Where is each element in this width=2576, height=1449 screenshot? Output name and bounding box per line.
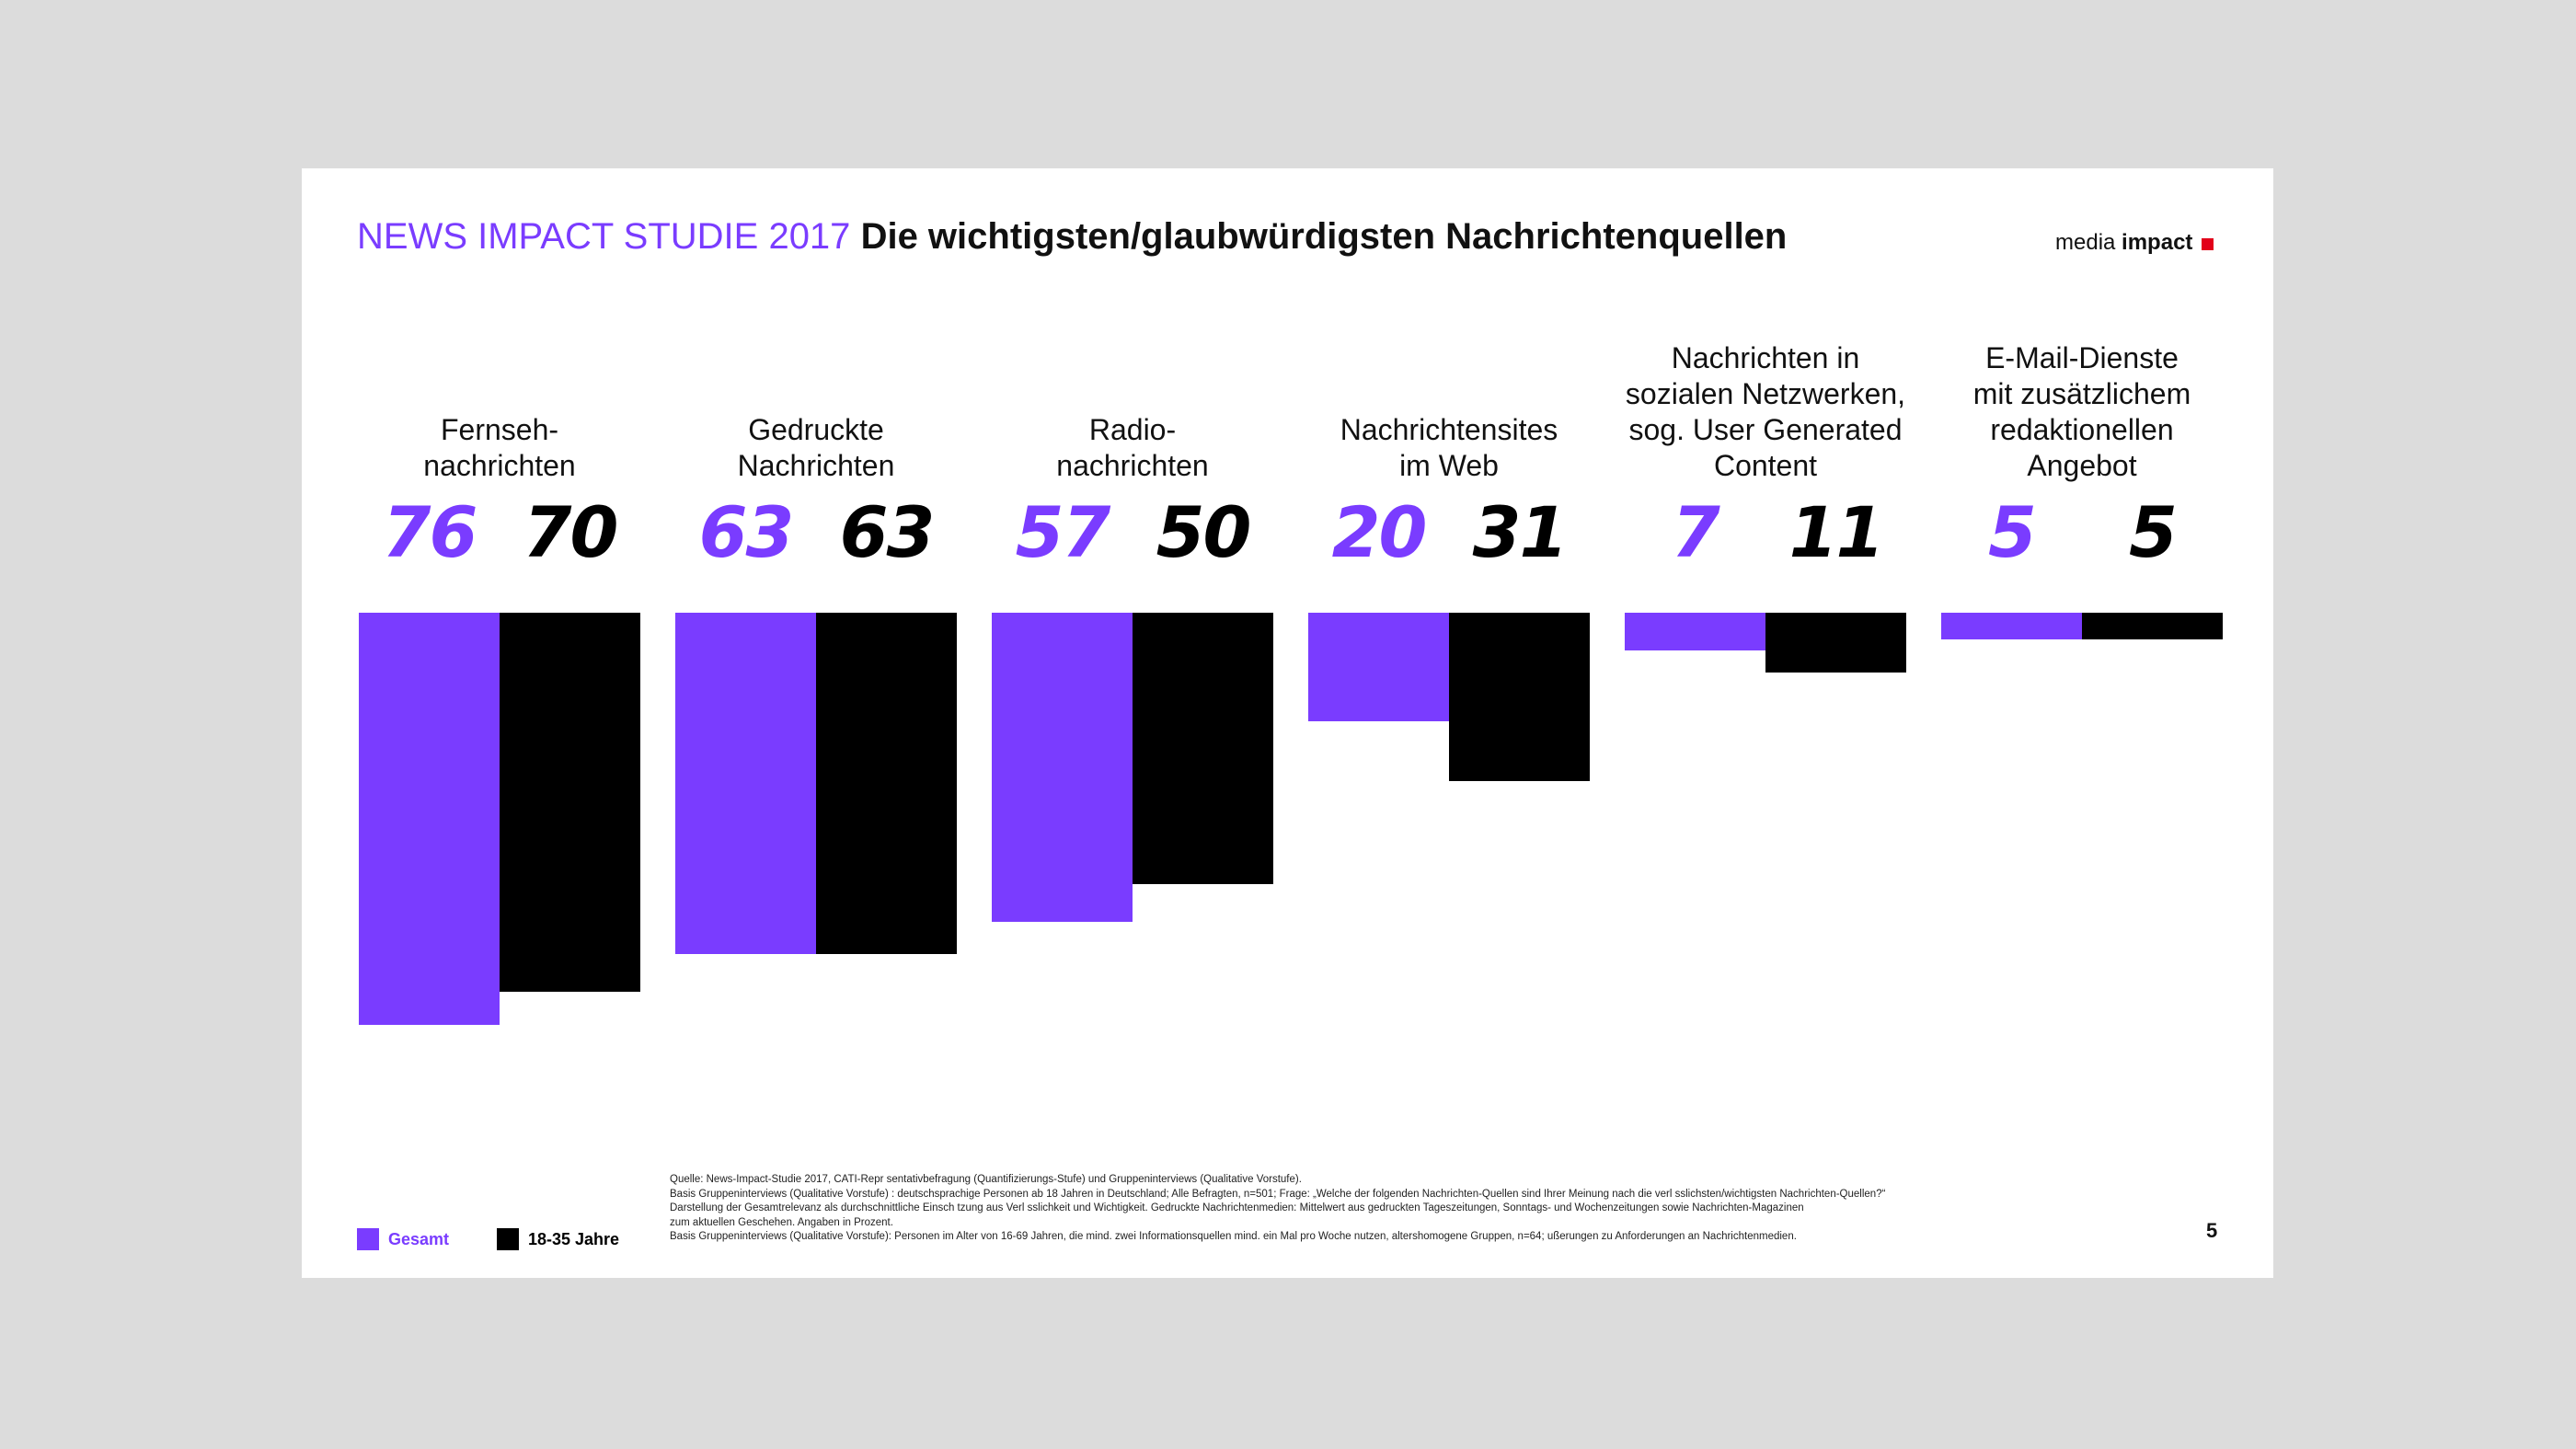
category-label: Nachrichtensites im Web — [1293, 412, 1605, 484]
value-label-young: 50 — [1156, 491, 1252, 573]
bar-young — [1133, 613, 1273, 884]
bar-young — [816, 613, 957, 955]
footnote-line: Quelle: News-Impact-Studie 2017, CATI-Re… — [670, 1174, 1302, 1185]
category-label-line: Radio- — [1088, 413, 1177, 446]
value-label-total: 76 — [382, 491, 478, 573]
bar-total — [992, 613, 1133, 922]
footnote-line: Basis Gruppeninterviews (Qualitative Vor… — [670, 1188, 1886, 1200]
title-topic: Die wichtigsten/glaubwürdigsten Nachrich… — [860, 216, 1788, 257]
legend-swatch-young — [497, 1228, 519, 1250]
logo-text-bold: impact — [2122, 230, 2193, 255]
bar-young — [1765, 613, 1906, 673]
category-label: Gedruckte Nachrichten — [660, 412, 972, 484]
category-label-line: Angebot — [2027, 449, 2137, 482]
bar-young — [1449, 613, 1590, 781]
footnote-line: zum aktuellen Geschehen. Angaben in Proz… — [670, 1216, 893, 1228]
value-label-young: 5 — [2129, 491, 2178, 573]
slide: NEWS IMPACT STUDIE 2017 Die wichtigsten/… — [302, 168, 2273, 1278]
category-label: Radio-nachrichten — [976, 412, 1289, 484]
bar-young — [500, 613, 640, 993]
value-label-young: 70 — [523, 491, 619, 573]
category-label-line: nachrichten — [1056, 449, 1209, 482]
media-impact-logo: media impact — [2055, 229, 2214, 257]
value-label-young: 11 — [1788, 491, 1885, 573]
category-label-line: Content — [1713, 449, 1818, 482]
bar-total — [1941, 613, 2082, 640]
source-footnote: Quelle: News-Impact-Studie 2017, CATI-Re… — [670, 1173, 1885, 1245]
value-label-total: 63 — [698, 491, 795, 573]
category-label-line: Fernseh- — [440, 413, 559, 446]
value-label-total: 20 — [1331, 491, 1428, 573]
value-label-young: 31 — [1472, 491, 1569, 573]
bar-total — [1308, 613, 1449, 721]
category-label-line: Nachrichtensites — [1340, 413, 1558, 446]
footnote-line: Darstellung der Gesamtrelevanz als durch… — [670, 1202, 1804, 1213]
value-label-young: 63 — [839, 491, 936, 573]
category-label-line: mit zusätzlichem — [1972, 377, 2191, 410]
category-label-line: im Web — [1399, 449, 1499, 482]
legend-label-total: Gesamt — [388, 1230, 450, 1248]
bar-total — [359, 613, 500, 1025]
category-label: Nachrichten in sozialen Netzwerken, sog. U… — [1609, 340, 1922, 484]
category-label-line: sozialen Netzwerken, — [1625, 377, 1906, 410]
legend-label-young: 18-35 Jahre — [528, 1230, 620, 1248]
category-label-line: nachrichten — [423, 449, 576, 482]
page-number: 5 — [2206, 1219, 2218, 1242]
category-label-line: redaktionellen — [1990, 413, 2174, 446]
bar-total — [675, 613, 816, 955]
bar-young — [2082, 613, 2223, 640]
category-label-line: sog. User Generated — [1628, 413, 1903, 446]
legend-swatch-total — [357, 1228, 379, 1250]
category-label-line: E-Mail-Dienste — [1985, 341, 2179, 374]
logo-text-light: media — [2055, 230, 2116, 255]
bar-total — [1625, 613, 1765, 651]
title-study: NEWS IMPACT STUDIE 2017 — [357, 216, 851, 257]
value-label-total: 7 — [1672, 491, 1720, 573]
category-label-line: Gedruckte — [748, 413, 884, 446]
footnote-line: Basis Gruppeninterviews (Qualitative Vor… — [670, 1231, 1797, 1242]
category-label: E-Mail-Dienste mit zusätzlichem redaktione… — [1926, 340, 2238, 484]
category-label-line: Nachrichten — [737, 449, 895, 482]
logo-square-icon — [2202, 238, 2214, 250]
value-label-total: 5 — [1988, 491, 2037, 573]
page-title: NEWS IMPACT STUDIE 2017 Die wichtigsten/… — [357, 214, 1787, 259]
category-label-line: Nachrichten in — [1671, 341, 1860, 374]
value-label-total: 57 — [1015, 491, 1111, 573]
category-label: Fernseh-nachrichten — [343, 412, 656, 484]
